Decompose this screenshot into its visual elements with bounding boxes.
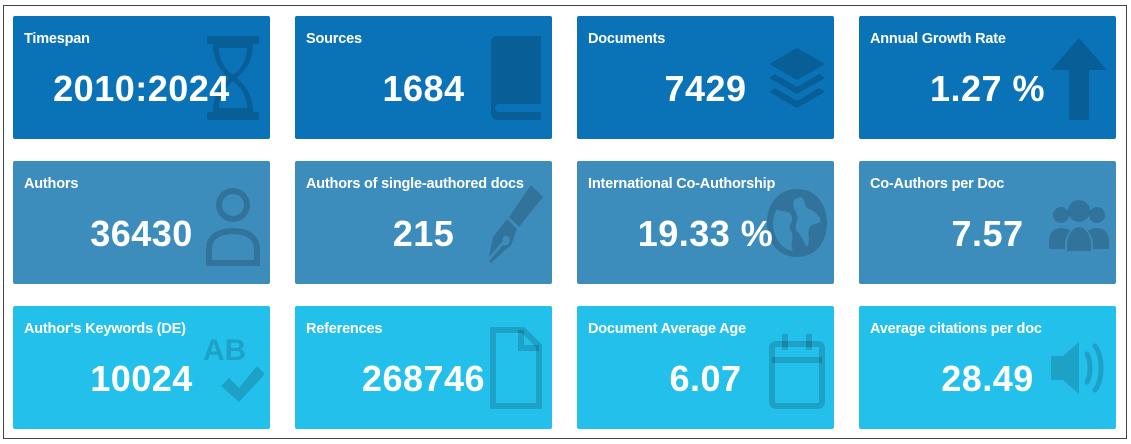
box-label: Sources xyxy=(306,31,362,47)
box-label: Authors xyxy=(24,176,79,192)
hourglass-icon xyxy=(202,34,264,122)
arrow-up-icon xyxy=(1048,34,1110,122)
box-label: Average citations per doc xyxy=(870,321,1042,337)
box-value: 10024 xyxy=(90,358,193,399)
value-box-international-coauthorship: International Co-Authorship 19.33 % xyxy=(577,161,834,284)
value-box-references: References 268746 xyxy=(295,306,552,429)
box-label: Documents xyxy=(588,31,666,47)
box-value: 36430 xyxy=(90,213,193,254)
box-value: 7429 xyxy=(664,68,747,109)
value-box-grid: Timespan 2010:2024 Sources 1684 Doc xyxy=(13,16,1116,429)
volume-icon xyxy=(1048,324,1110,412)
box-value: 6.07 xyxy=(669,358,742,399)
value-box-coauthors-per-doc: Co-Authors per Doc 7.57 xyxy=(859,161,1116,284)
box-value: 2010:2024 xyxy=(53,68,230,109)
box-label: Author's Keywords (DE) xyxy=(24,321,186,337)
calendar-icon xyxy=(766,324,828,412)
main-info-panel: Timespan 2010:2024 Sources 1684 Doc xyxy=(3,5,1127,439)
spell-check-icon-text: AB xyxy=(203,334,246,367)
box-label: Co-Authors per Doc xyxy=(870,176,1005,192)
user-icon xyxy=(202,179,264,267)
book-icon xyxy=(484,34,546,122)
box-label: Document Average Age xyxy=(588,321,746,337)
box-value: 1.27 % xyxy=(929,68,1046,109)
users-icon xyxy=(1048,179,1110,267)
value-box-documents: Documents 7429 xyxy=(577,16,834,139)
box-value: 215 xyxy=(392,213,455,254)
box-value: 7.57 xyxy=(951,213,1024,254)
value-box-single-authored: Authors of single-authored docs 215 xyxy=(295,161,552,284)
box-value: 1684 xyxy=(382,68,465,109)
globe-icon xyxy=(766,179,828,267)
spell-check-icon: AB xyxy=(202,324,264,412)
box-label: References xyxy=(306,321,383,337)
box-label: Annual Growth Rate xyxy=(870,31,1006,47)
value-box-sources: Sources 1684 xyxy=(295,16,552,139)
value-box-average-citations: Average citations per doc 28.49 xyxy=(859,306,1116,429)
file-icon xyxy=(484,324,546,412)
box-label: Authors of single-authored docs xyxy=(306,176,524,192)
layers-icon xyxy=(766,34,828,122)
value-box-authors: Authors 36430 xyxy=(13,161,270,284)
box-value: 28.49 xyxy=(941,358,1034,399)
box-label: Timespan xyxy=(24,31,90,47)
pen-nib-icon xyxy=(484,179,546,267)
value-box-timespan: Timespan 2010:2024 xyxy=(13,16,270,139)
value-box-annual-growth-rate: Annual Growth Rate 1.27 % xyxy=(859,16,1116,139)
box-value: 19.33 % xyxy=(637,213,774,254)
value-box-document-average-age: Document Average Age 6.07 xyxy=(577,306,834,429)
value-box-authors-keywords: AB Author's Keywords (DE) 10024 xyxy=(13,306,270,429)
box-value: 268746 xyxy=(361,358,486,399)
box-label: International Co-Authorship xyxy=(588,176,776,192)
